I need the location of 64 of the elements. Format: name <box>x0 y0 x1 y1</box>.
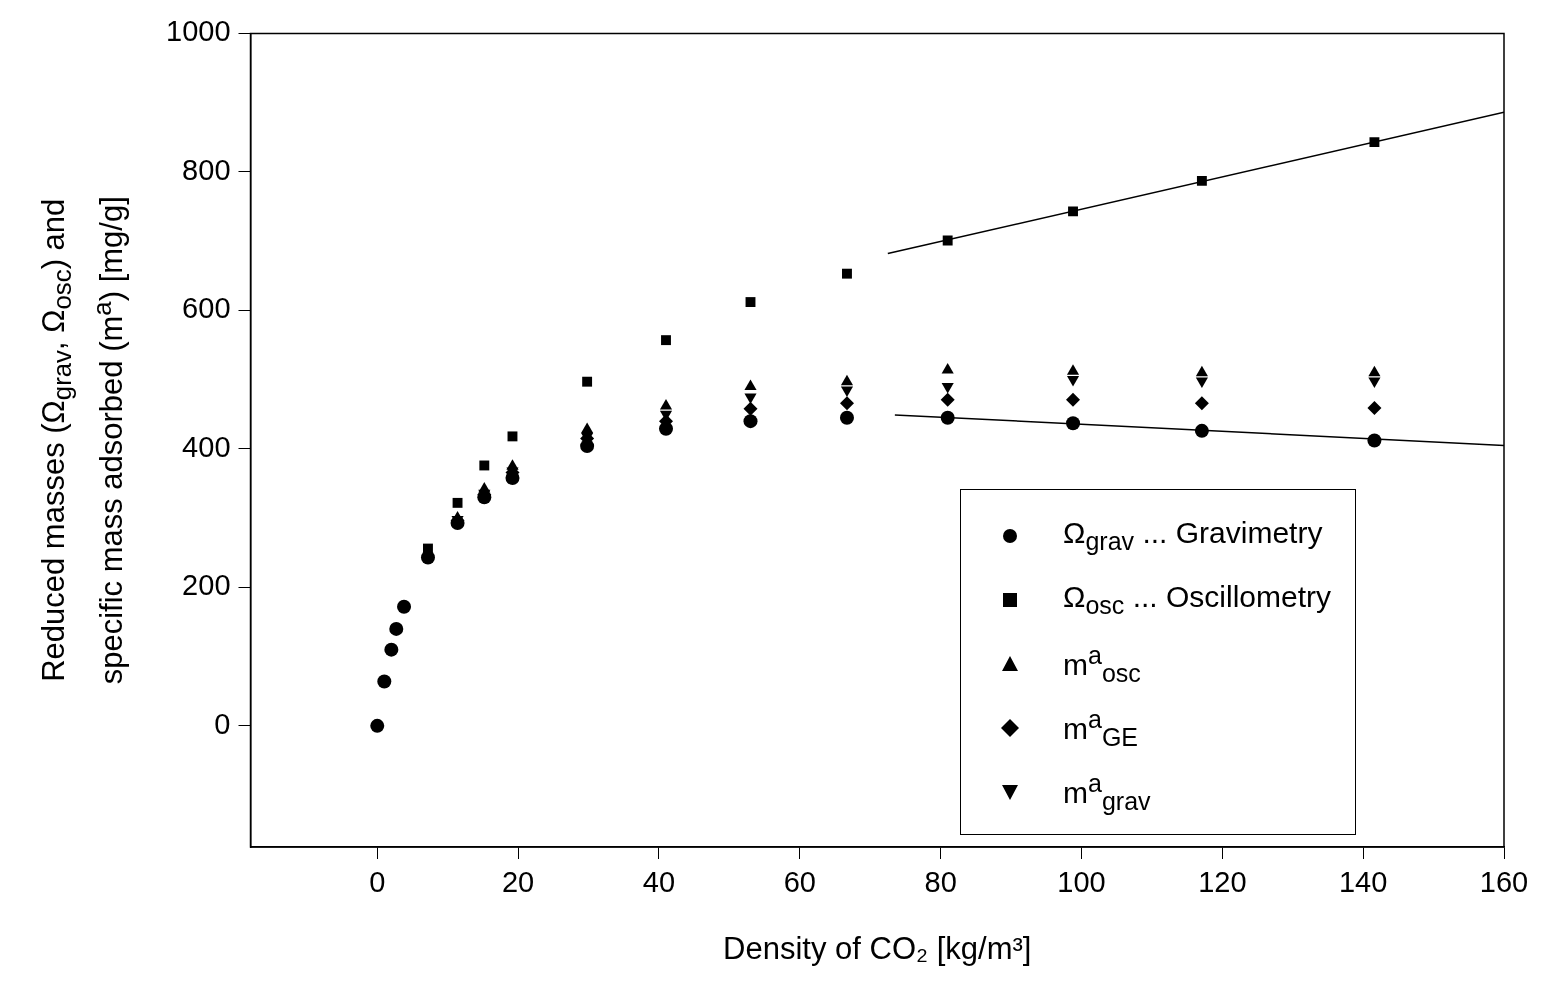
x-tick-label: 100 <box>1057 866 1106 899</box>
y-tick-label: 800 <box>182 153 231 186</box>
point <box>506 459 519 470</box>
point <box>842 268 852 279</box>
point <box>477 490 492 505</box>
point <box>1367 433 1382 448</box>
y-tick-label: 400 <box>182 430 231 463</box>
point <box>940 392 955 407</box>
y-tick-label: 1000 <box>166 15 231 48</box>
point <box>479 460 490 471</box>
x-axis-title: Density of CO₂ [kg/m³] <box>723 930 1032 966</box>
point <box>840 374 854 386</box>
y-tick-label: 0 <box>214 707 231 740</box>
point <box>1068 206 1078 217</box>
point <box>1195 365 1208 377</box>
point <box>1066 392 1081 407</box>
point <box>1368 377 1381 388</box>
point <box>452 497 463 508</box>
x-tick-label: 80 <box>924 866 957 899</box>
x-tick-label: 120 <box>1198 866 1247 899</box>
point <box>370 718 385 733</box>
point <box>1368 365 1381 377</box>
point <box>377 674 392 689</box>
point <box>397 599 412 614</box>
point <box>582 376 593 387</box>
legend-label: Ω$_{osc}$ ... Oscillometry <box>1063 580 1332 620</box>
point <box>743 401 758 416</box>
point <box>1194 423 1209 438</box>
y-tick-label: 200 <box>182 569 231 602</box>
x-tick-label: 160 <box>1479 866 1529 899</box>
point <box>839 410 854 425</box>
point <box>581 422 594 433</box>
point <box>744 393 757 404</box>
point <box>384 642 399 657</box>
x-tick-label: 20 <box>501 866 535 899</box>
x-tick-label: 0 <box>369 866 386 899</box>
y-tick-label: 600 <box>182 292 231 325</box>
point <box>1194 396 1209 411</box>
point <box>1196 175 1207 186</box>
x-tick-label: 40 <box>642 866 676 899</box>
x-tick-label: 140 <box>1338 866 1388 899</box>
x-tick-label: 60 <box>783 866 816 899</box>
point <box>1066 416 1081 431</box>
point <box>1367 401 1382 415</box>
point <box>941 362 954 374</box>
point <box>942 235 953 246</box>
point <box>389 621 404 636</box>
point <box>743 414 758 429</box>
point <box>420 550 435 565</box>
point <box>659 421 673 436</box>
point <box>839 396 854 411</box>
point <box>1195 377 1208 388</box>
point <box>940 410 955 425</box>
point <box>840 386 854 397</box>
point <box>1066 376 1080 387</box>
legend-label: Ω$_{grav}$ ... Gravimetry <box>1063 516 1323 556</box>
point <box>745 297 756 308</box>
point <box>580 439 595 454</box>
point <box>661 335 671 346</box>
point <box>659 398 673 410</box>
point <box>744 379 757 391</box>
point <box>1066 364 1080 375</box>
point <box>1369 137 1380 148</box>
point <box>507 431 518 442</box>
